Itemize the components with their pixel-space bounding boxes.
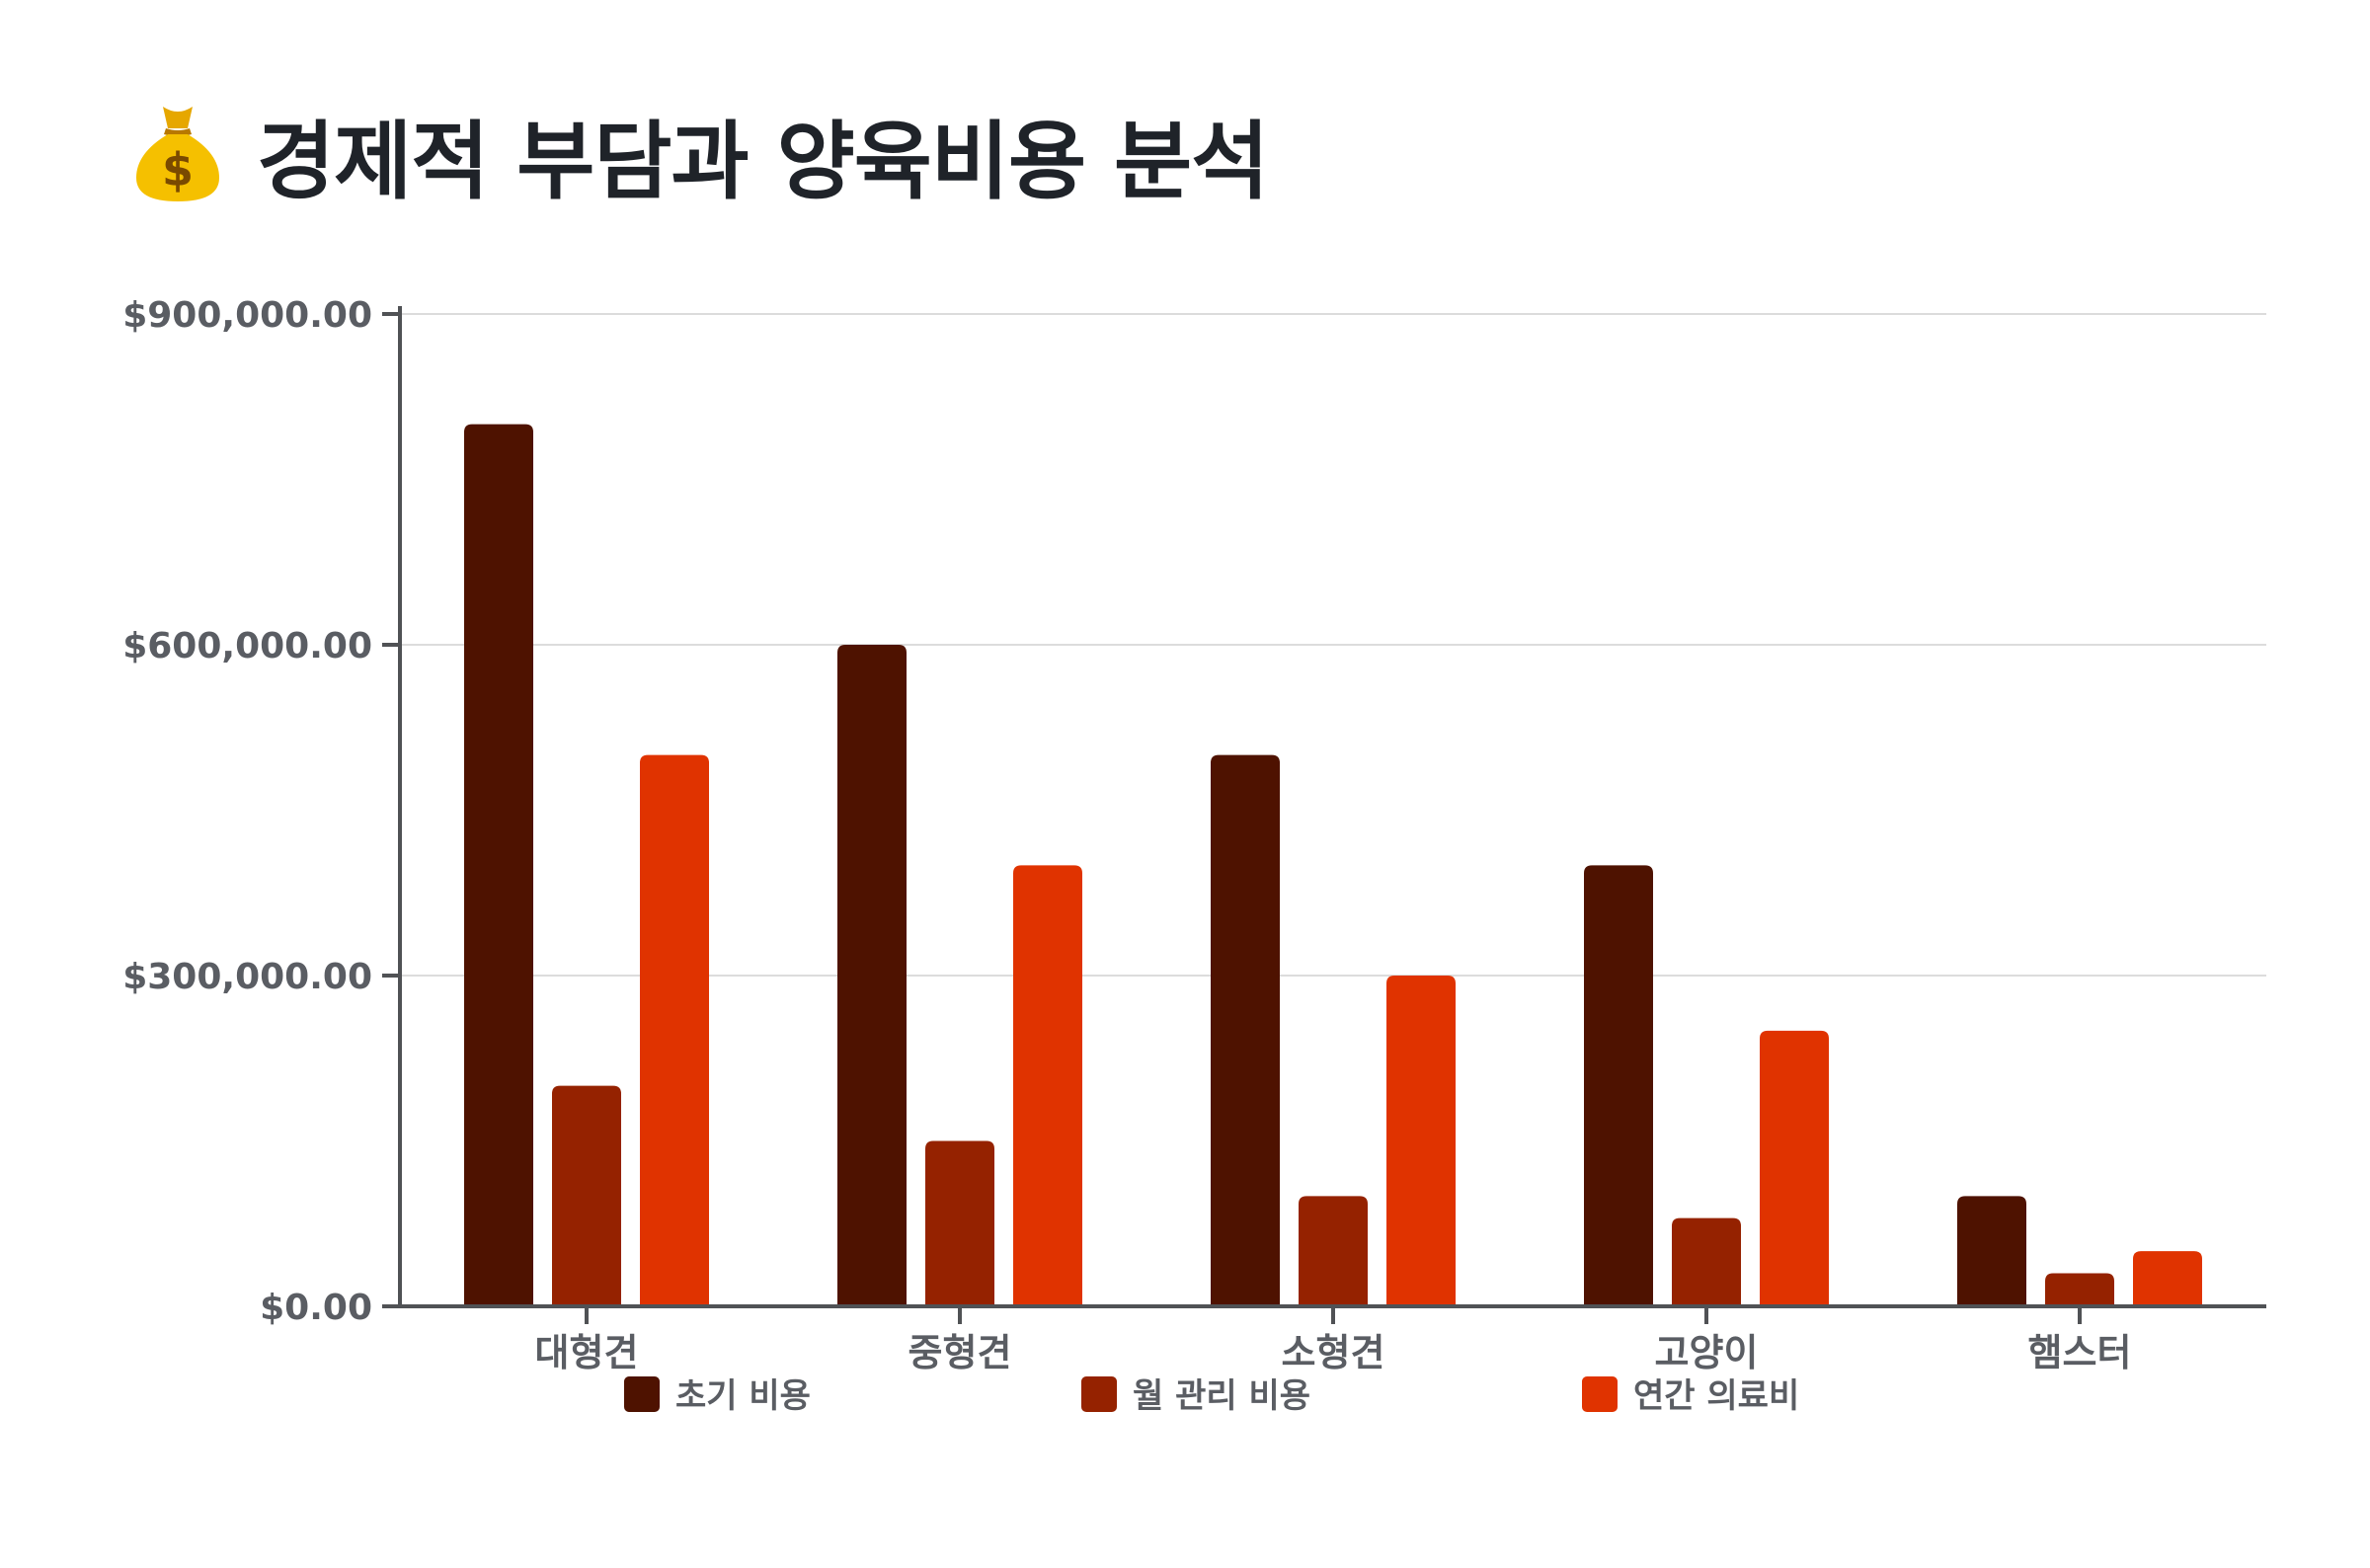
bar [2133,1251,2202,1306]
chart-title: 경제적 부담과 양육비용 분석 [257,112,1269,211]
bar [1386,976,1456,1306]
bar [1211,754,1280,1306]
bar [1584,865,1653,1306]
svg-text:$: $ [162,143,194,196]
bar [1013,865,1082,1306]
legend-swatch [1081,1376,1117,1412]
bar [1672,1217,1741,1306]
x-tick-label: 고양이 [1655,1331,1759,1374]
axes: $0.00 $300,000.00 $600,000.00 $900,000.00 대형… [122,295,2266,1374]
bar [2045,1273,2114,1306]
bar [1957,1196,2026,1306]
legend-label: 월 관리 비용 [1133,1376,1310,1416]
legend-swatch [624,1376,660,1412]
x-tick-label: 대형견 [535,1331,639,1374]
bars [464,424,2202,1307]
grid-lines [400,313,2266,977]
bar [925,1140,994,1306]
money-bag-icon: $ [136,107,219,201]
legend-label: 초기 비용 [675,1376,811,1416]
y-tick-label: $0.00 [260,1288,372,1328]
bar [640,754,709,1306]
legend: 초기 비용 월 관리 비용 연간 의료비 [624,1376,1799,1416]
bar [1760,1030,1829,1306]
y-tick-label: $300,000.00 [122,957,372,997]
y-tick-label: $600,000.00 [122,626,372,666]
chart-title-block: $ 경제적 부담과 양육비용 분석 [128,94,1269,212]
bar [464,424,533,1307]
x-tick-label: 햄스터 [2028,1331,2132,1374]
bar [1299,1196,1368,1306]
bar [837,645,907,1306]
x-tick-label: 중형견 [908,1331,1012,1374]
y-tick-label: $900,000.00 [122,295,372,336]
legend-label: 연간 의료비 [1633,1376,1799,1416]
bar [552,1085,621,1306]
legend-swatch [1582,1376,1618,1412]
x-tick-label: 소형견 [1282,1331,1385,1374]
